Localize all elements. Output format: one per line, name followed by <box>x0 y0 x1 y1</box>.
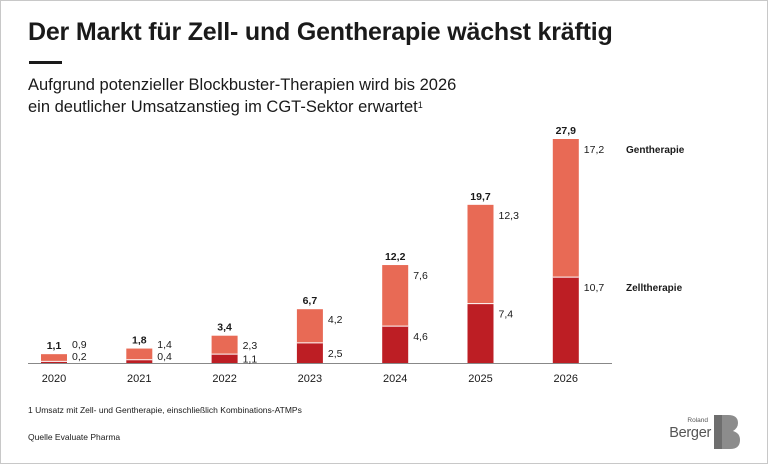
x-tick-2022: 2022 <box>212 373 236 385</box>
label-gentherapie-2020: 0,9 <box>72 339 87 351</box>
logo-text-berger: Berger <box>669 425 711 441</box>
bar-gentherapie-2021 <box>126 348 153 360</box>
bar-gentherapie-2022 <box>211 335 238 355</box>
bar-gentherapie-2023 <box>296 309 323 343</box>
x-tick-2026: 2026 <box>554 373 578 385</box>
label-zelltherapie-2024: 4,6 <box>413 331 428 343</box>
x-tick-2020: 2020 <box>42 373 66 385</box>
bar-zelltherapie-2022 <box>211 354 238 363</box>
x-tick-2023: 2023 <box>298 373 322 385</box>
label-gentherapie-2026: 17,2 <box>584 144 605 156</box>
bar-zelltherapie-2025 <box>467 303 494 363</box>
label-gentherapie-2021: 1,4 <box>157 339 172 351</box>
total-label-2025: 19,7 <box>470 191 491 203</box>
total-label-2020: 1,1 <box>47 340 62 352</box>
bar-zelltherapie-2021 <box>126 359 153 363</box>
legend-label-zelltherapie: Zelltherapie <box>626 283 683 294</box>
total-label-2021: 1,8 <box>132 335 147 347</box>
total-label-2024: 12,2 <box>385 251 406 263</box>
bar-gentherapie-2026 <box>552 139 579 278</box>
bar-zelltherapie-2020 <box>41 361 67 363</box>
roland-berger-logo: Roland Berger <box>664 413 742 451</box>
label-zelltherapie-2021: 0,4 <box>157 351 172 363</box>
logo-text-roland: Roland <box>687 417 708 424</box>
bar-zelltherapie-2026 <box>552 277 579 363</box>
bar-gentherapie-2024 <box>382 265 409 327</box>
title-underline <box>29 61 62 64</box>
label-zelltherapie-2022: 1,1 <box>243 354 258 366</box>
x-tick-2021: 2021 <box>127 373 151 385</box>
logo-b-mark-icon <box>714 415 740 449</box>
label-gentherapie-2024: 7,6 <box>413 270 428 282</box>
bar-gentherapie-2020 <box>41 354 67 362</box>
subtitle-line-2: ein deutlicher Umsatzanstieg im CGT-Sekt… <box>28 98 418 116</box>
bar-zelltherapie-2023 <box>296 342 323 363</box>
footnote-marker: 1 <box>417 100 423 110</box>
label-gentherapie-2023: 4,2 <box>328 314 343 326</box>
label-zelltherapie-2025: 7,4 <box>499 309 514 321</box>
subtitle-line-1: Aufgrund potenzieller Blockbuster-Therap… <box>28 76 457 94</box>
label-gentherapie-2025: 12,3 <box>499 210 520 222</box>
x-tick-2025: 2025 <box>468 373 492 385</box>
label-zelltherapie-2020: 0,2 <box>72 351 87 363</box>
source-note: Quelle Evaluate Pharma <box>28 432 121 442</box>
total-label-2023: 6,7 <box>303 295 318 307</box>
chart-title: Der Markt für Zell- und Gentherapie wäch… <box>28 18 613 46</box>
total-label-2022: 3,4 <box>217 322 232 334</box>
label-zelltherapie-2026: 10,7 <box>584 282 605 294</box>
total-label-2026: 27,9 <box>556 125 577 137</box>
legend-label-gentherapie: Gentherapie <box>626 145 685 156</box>
x-tick-2024: 2024 <box>383 373 407 385</box>
footnote: 1 Umsatz mit Zell- und Gentherapie, eins… <box>28 405 302 415</box>
bar-zelltherapie-2024 <box>382 326 409 363</box>
label-gentherapie-2022: 2,3 <box>243 340 258 352</box>
bar-gentherapie-2025 <box>467 204 494 304</box>
chart-subtitle: Aufgrund potenzieller Blockbuster-Therap… <box>28 74 456 118</box>
label-zelltherapie-2023: 2,5 <box>328 348 343 360</box>
